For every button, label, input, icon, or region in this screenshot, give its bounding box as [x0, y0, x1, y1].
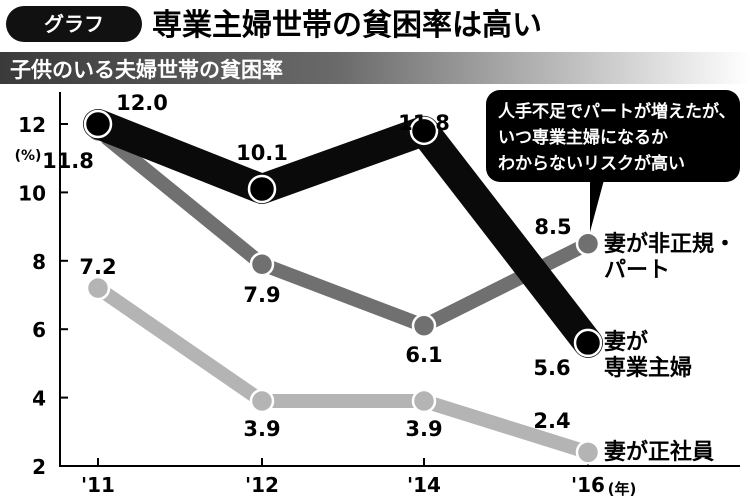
- data-label-2-0: 7.2: [79, 255, 116, 279]
- data-label-2-3: 2.4: [533, 409, 570, 433]
- annotation: 人手不足でパートが増えたが、 いつ専業主婦になるか わからないリスクが高い: [486, 90, 740, 232]
- y-tick-label: 10: [18, 181, 46, 205]
- series-name-1-line-0: 妻が非正規・: [604, 231, 736, 257]
- data-point-2-2: [411, 388, 437, 414]
- data-point-2-1: [249, 388, 275, 414]
- annotation-line-2: いつ専業主婦になるか: [498, 127, 668, 148]
- series-name-2-line-0: 妻が正社員: [604, 439, 714, 465]
- chart-subtitle: 子供のいる夫婦世帯の貧困率: [10, 58, 283, 82]
- x-tick-label: '12: [245, 473, 279, 497]
- header-badge: [6, 6, 142, 42]
- annotation-line-1: 人手不足でパートが増えたが、: [498, 101, 736, 122]
- x-tick-label: '14: [407, 473, 441, 497]
- data-point-1-3: [575, 231, 601, 256]
- series-line-0: [83, 109, 603, 358]
- data-label-0-0: 12.0: [116, 91, 168, 115]
- y-tick-label: 12: [18, 113, 46, 137]
- annotation-box: [486, 90, 740, 182]
- y-axis-unit: (%): [15, 148, 42, 164]
- y-tick-label: 8: [32, 250, 46, 274]
- data-point-2-0: [85, 275, 111, 301]
- series-name-1-line-1: パート: [604, 258, 670, 283]
- data-point-0-3: [573, 328, 603, 358]
- y-tick-label: 4: [32, 387, 46, 411]
- data-label-1-0: 11.8: [42, 149, 94, 173]
- data-label-0-3: 5.6: [533, 356, 570, 380]
- header: グラフ 専業主婦世帯の貧困率は高い: [0, 0, 750, 48]
- series-line-2: [91, 281, 595, 460]
- series-line-1: [91, 123, 595, 333]
- y-tick-label: 6: [32, 318, 46, 342]
- y-tick-label: 2: [32, 455, 46, 479]
- data-point-2-3: [575, 440, 601, 465]
- series-name-0-line-0: 妻が: [604, 329, 648, 355]
- data-point-1-1: [249, 251, 275, 277]
- data-label-1-2: 6.1: [405, 343, 442, 367]
- data-label-1-3: 8.5: [534, 215, 571, 239]
- data-label-2-2: 3.9: [405, 417, 442, 441]
- series-name-0-line-1: 専業主婦: [604, 355, 692, 381]
- x-tick-label: '16: [571, 473, 605, 497]
- chart-title: 専業主婦世帯の貧困率は高い: [152, 8, 542, 43]
- data-label-1-1: 7.9: [243, 283, 280, 307]
- data-point-0-0: [83, 109, 113, 139]
- header-badge-label: グラフ: [44, 12, 104, 36]
- annotation-pointer: [590, 180, 604, 232]
- data-label-0-2: 11.8: [398, 111, 450, 135]
- data-point-0-2: [409, 116, 439, 146]
- data-label-2-1: 3.9: [243, 417, 280, 441]
- data-point-0-1: [247, 174, 277, 204]
- axes: 2 4 6 8 10 12 '11 '12 '14 '16 (%) (年): [15, 92, 740, 498]
- subtitle-bar: [0, 52, 750, 84]
- x-axis-unit: (年): [608, 480, 637, 498]
- data-label-0-1: 10.1: [236, 141, 288, 165]
- annotation-line-3: わからないリスクが高い: [498, 153, 685, 174]
- x-tick-label: '11: [81, 473, 115, 497]
- data-point-1-2: [411, 313, 437, 339]
